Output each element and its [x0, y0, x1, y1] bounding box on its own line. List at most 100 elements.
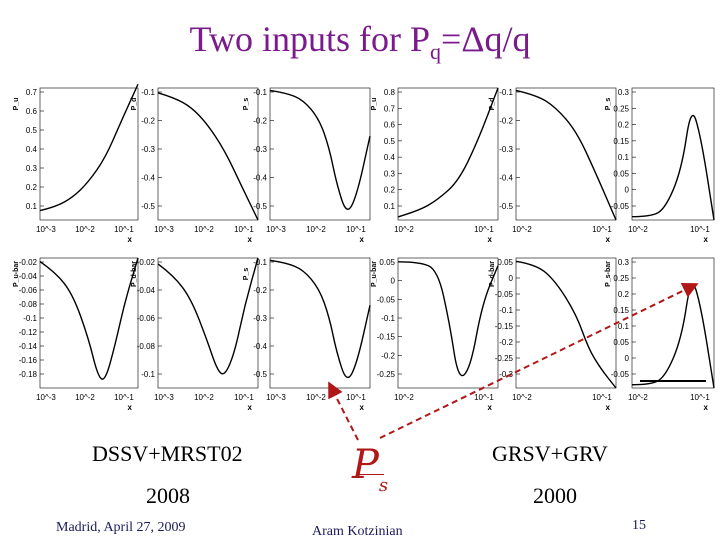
x-tick-label: 10^-1 [234, 393, 254, 402]
y-tick-label: -0.15 [495, 322, 514, 331]
y-tick-label: -0.1 [499, 306, 513, 315]
y-tick-label: 0.3 [26, 164, 38, 173]
y-tick-label: -0.1 [23, 314, 37, 323]
y-tick-label: -0.2 [381, 351, 395, 360]
ps-symbol: Ps [352, 442, 388, 496]
plot-frame [39, 257, 139, 389]
y-tick-label: -0.05 [495, 290, 514, 299]
x-tick-label: 10^-3 [266, 393, 286, 402]
y-tick-label: 0.2 [618, 121, 630, 130]
plot-frame [157, 257, 259, 389]
y-tick-label: 0.5 [384, 137, 396, 146]
data-curve [269, 89, 371, 210]
x-tick-label: 10^-2 [75, 393, 95, 402]
y-tick-label: -0.1 [253, 88, 267, 97]
y-tick-label: 0.2 [618, 290, 630, 299]
y-tick-label: -0.5 [141, 202, 155, 211]
y-tick-label: 0.1 [618, 322, 630, 331]
y-axis-label: P_u-bar [371, 261, 378, 287]
data-curve [157, 257, 259, 375]
footer-date: Madrid, April 27, 2009 [56, 520, 186, 535]
y-tick-label: -0.06 [19, 286, 38, 295]
y-axis-label: P_s [243, 98, 250, 111]
y-tick-label: -0.02 [19, 258, 38, 267]
y-tick-label: -0.04 [19, 272, 38, 281]
y-axis-label: P_s [243, 268, 250, 281]
y-tick-label: 0.6 [384, 121, 396, 130]
y-axis-label: P_s-bar [605, 261, 612, 287]
x-axis-label: x [128, 403, 133, 412]
y-tick-label: -0.08 [137, 342, 156, 351]
y-tick-label: 0.25 [613, 104, 629, 113]
ps-arrow-right [379, 283, 699, 439]
plot-frame [631, 87, 715, 221]
x-tick-label: 10^-1 [346, 225, 366, 234]
x-tick-label: 10^-1 [114, 393, 134, 402]
left-group-label: DSSV+MRST02 [92, 441, 243, 466]
x-axis-label: x [704, 403, 709, 412]
ps-symbol-sub: s [378, 475, 389, 496]
title-rest: =Δq/q [441, 19, 531, 59]
y-axis-label: P_d [489, 98, 496, 111]
y-axis-label: P_d [131, 98, 138, 111]
chart-panel: -0.1-0.2-0.3-0.4-0.510^-3 10^-2 10^-1xP_s [243, 257, 371, 412]
x-tick-label: 10^-2 [75, 225, 95, 234]
x-axis-label: x [488, 235, 493, 244]
x-tick-label: 10^-1 [234, 225, 254, 234]
ps-arrow-left [328, 381, 359, 441]
data-curve [269, 259, 371, 379]
y-tick-label: 0 [625, 354, 630, 363]
title-subscript: q [430, 39, 442, 65]
y-tick-label: 0.4 [26, 145, 38, 154]
y-tick-label: -0.1 [141, 370, 155, 379]
y-tick-label: 0.05 [613, 338, 629, 347]
y-tick-label: 0 [509, 274, 514, 283]
x-axis-label: x [606, 235, 611, 244]
x-axis-label: x [248, 235, 253, 244]
chart-panel: -0.1-0.2-0.3-0.4-0.510^-3 10^-2 10^-1xP_s [243, 87, 371, 244]
data-curve [631, 114, 715, 221]
x-axis-label: x [128, 235, 133, 244]
y-tick-label: -0.3 [253, 145, 267, 154]
y-tick-label: -0.3 [499, 145, 513, 154]
data-curve [515, 89, 617, 221]
y-tick-label: -0.08 [19, 300, 38, 309]
y-tick-label: -0.4 [253, 342, 267, 351]
plot-frame [269, 87, 371, 221]
y-tick-label: -0.4 [499, 174, 513, 183]
y-tick-label: -0.4 [253, 174, 267, 183]
y-tick-label: -0.02 [137, 258, 156, 267]
y-tick-label: 0.8 [384, 88, 396, 97]
data-curve [157, 92, 259, 221]
y-axis-label: P_s [605, 98, 612, 111]
y-tick-label: 0 [625, 186, 630, 195]
y-tick-label: -0.4 [141, 174, 155, 183]
x-axis-label: x [248, 403, 253, 412]
data-curve [39, 83, 139, 212]
y-tick-label: -0.1 [141, 88, 155, 97]
data-curve [39, 257, 139, 380]
chart-panel: -0.1-0.2-0.3-0.4-0.510^-2 10^-1xP_d [489, 87, 617, 244]
y-tick-label: -0.05 [611, 202, 630, 211]
y-tick-label: -0.3 [253, 314, 267, 323]
y-tick-label: 0 [391, 277, 396, 286]
data-curve [397, 87, 499, 218]
x-axis-label: x [606, 403, 611, 412]
y-tick-label: 0.05 [497, 258, 513, 267]
y-tick-label: -0.2 [253, 286, 267, 295]
y-tick-label: -0.06 [137, 314, 156, 323]
right-group-year: 2000 [533, 483, 577, 508]
y-tick-label: 0.7 [26, 88, 38, 97]
y-tick-label: 0.25 [613, 274, 629, 283]
y-tick-label: -0.2 [141, 117, 155, 126]
chart-panel: 0.05 0 -0.05 -0.1 -0.15 -0.2 -0.25 -0.3 10^-2 10^… [489, 257, 617, 412]
x-tick-label: 10^-3 [154, 225, 174, 234]
x-tick-label: 10^-2 [628, 225, 648, 234]
x-tick-label: 10^-2 [512, 393, 532, 402]
x-tick-label: 10^-2 [194, 225, 214, 234]
x-tick-label: 10^-2 [306, 393, 326, 402]
x-tick-label: 10^-2 [628, 393, 648, 402]
right-group-label: GRSV+GRV [492, 441, 608, 466]
